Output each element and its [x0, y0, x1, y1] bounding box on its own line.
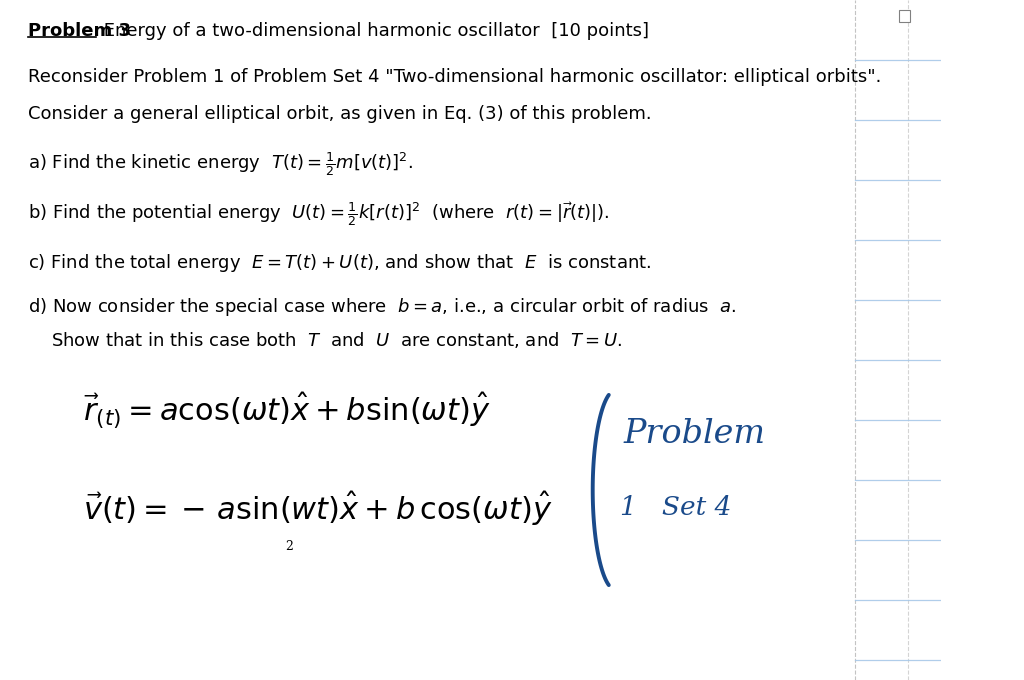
- Text: 1   Set 4: 1 Set 4: [621, 495, 731, 520]
- FancyBboxPatch shape: [899, 10, 909, 22]
- Text: d) Now consider the special case where  $b=a$, i.e., a circular orbit of radius : d) Now consider the special case where $…: [28, 296, 736, 318]
- Text: b) Find the potential energy  $U(t)=\frac{1}{2}k\left[r(t)\right]^{2}$  (where  : b) Find the potential energy $U(t)=\frac…: [28, 200, 609, 228]
- Text: $\vec{r}_{(t)} = a\cos(\omega t)\hat{x} + b\sin(\omega t)\hat{y}$: $\vec{r}_{(t)} = a\cos(\omega t)\hat{x} …: [83, 390, 490, 430]
- Text: a) Find the kinetic energy  $T(t)=\frac{1}{2}m\left[v(t)\right]^{2}$.: a) Find the kinetic energy $T(t)=\frac{1…: [28, 150, 413, 178]
- Text: Problem: Problem: [623, 418, 765, 450]
- Text: Problem 3: Problem 3: [28, 22, 131, 40]
- Text: 2: 2: [285, 540, 293, 553]
- Text: $\vec{v}(t) = -\,a\sin(wt)\hat{x} + b\,\cos(\omega t)\hat{y}$: $\vec{v}(t) = -\,a\sin(wt)\hat{x} + b\,\…: [83, 490, 552, 528]
- Text: Show that in this case both  $T$  and  $U$  are constant, and  $T=U$.: Show that in this case both $T$ and $U$ …: [50, 330, 622, 350]
- Text: Energy of a two-dimensional harmonic oscillator  [10 points]: Energy of a two-dimensional harmonic osc…: [98, 22, 649, 40]
- Text: Reconsider Problem 1 of Problem Set 4 "Two-dimensional harmonic oscillator: elli: Reconsider Problem 1 of Problem Set 4 "T…: [28, 68, 881, 86]
- Text: Consider a general elliptical orbit, as given in Eq. (3) of this problem.: Consider a general elliptical orbit, as …: [28, 105, 651, 123]
- Text: c) Find the total energy  $E=T(t)+U(t)$, and show that  $E$  is constant.: c) Find the total energy $E=T(t)+U(t)$, …: [28, 252, 651, 274]
